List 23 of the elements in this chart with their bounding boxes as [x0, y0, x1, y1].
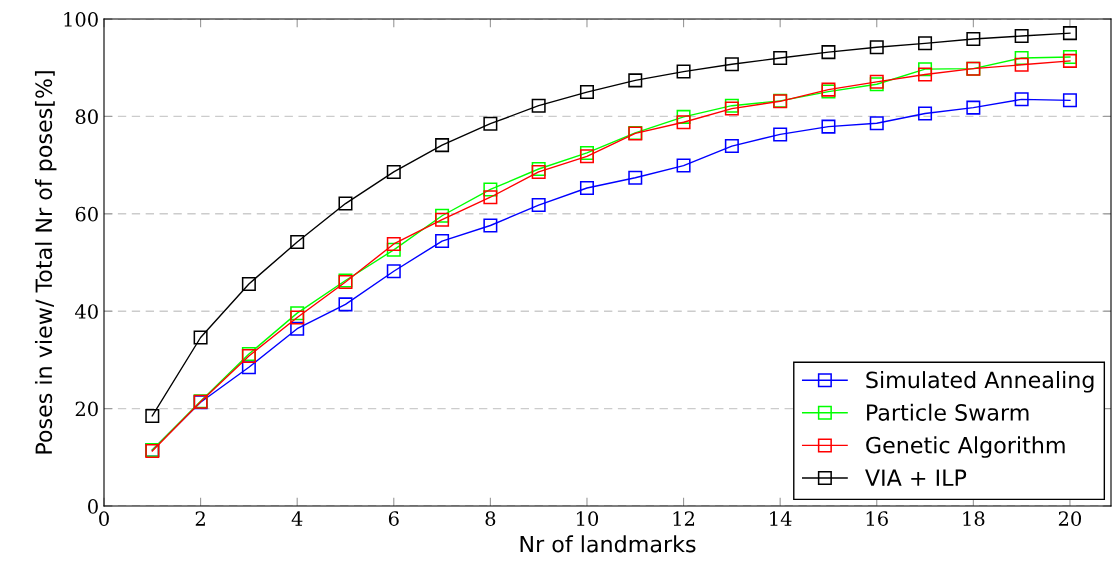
y-tick-label: 80 — [75, 109, 98, 125]
x-axis-title: Nr of landmarks — [520, 535, 696, 553]
x-tick-label: 2 — [195, 511, 205, 526]
x-tick-label: 10 — [576, 511, 599, 526]
x-tick-label: 0 — [99, 511, 109, 526]
legend-label: Particle Swarm — [867, 403, 1029, 421]
x-tick-label: 20 — [1058, 511, 1082, 526]
x-tick-label: 16 — [866, 511, 888, 526]
x-tick-label: 8 — [485, 511, 496, 526]
legend-label: Genetic Algorithm — [866, 436, 1065, 458]
x-tick-label: 18 — [963, 511, 985, 526]
y-tick-label: 20 — [75, 401, 98, 417]
y-tick-label: 0 — [88, 498, 98, 514]
y-tick-label: 40 — [74, 304, 98, 319]
y-tick-label: 60 — [75, 206, 98, 222]
x-tick-label: 12 — [673, 511, 695, 526]
legend-label: Simulated Annealing — [866, 371, 1094, 393]
legend-label: VIA + ILP — [865, 469, 967, 486]
x-tick-label: 14 — [770, 511, 792, 526]
x-tick-label: 6 — [388, 511, 399, 526]
y-axis-title: Poses in view/ Total Nr of poses[%] — [34, 71, 57, 454]
y-tick-label: 100 — [64, 11, 98, 27]
x-tick-label: 4 — [291, 511, 303, 526]
